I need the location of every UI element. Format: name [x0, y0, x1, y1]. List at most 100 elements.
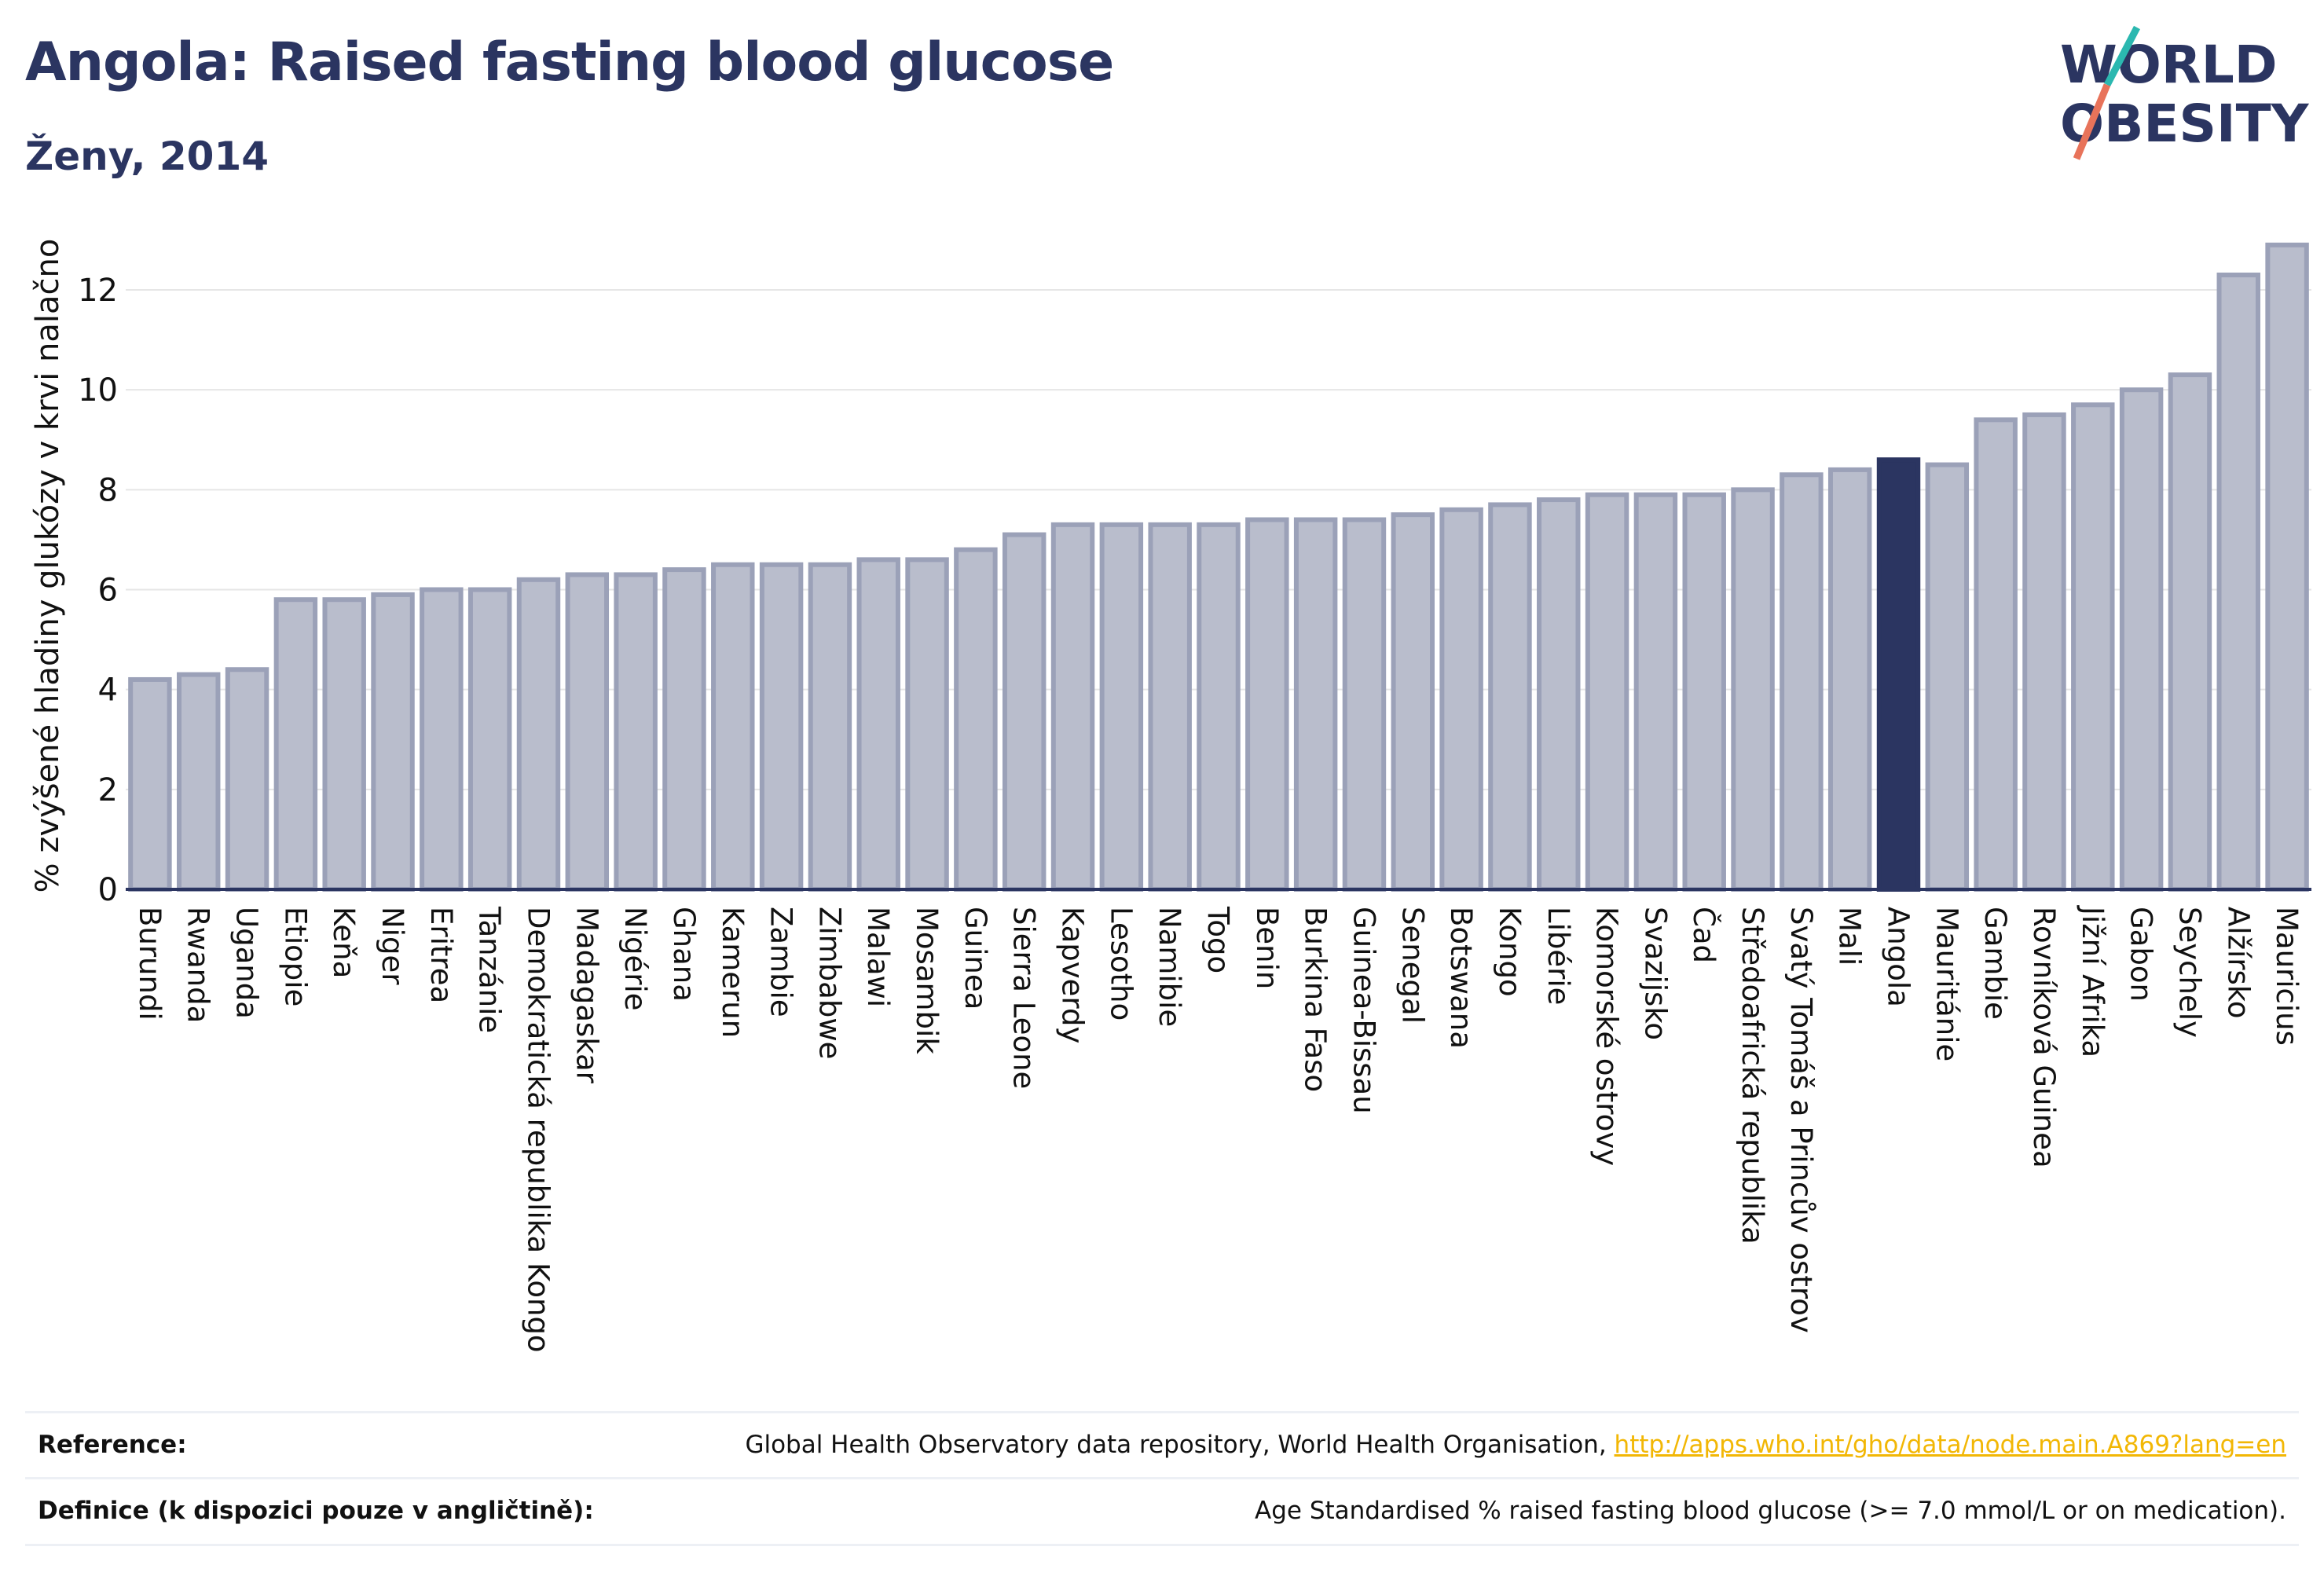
- bar[interactable]: [1585, 492, 1629, 892]
- x-tick-label: Senegal: [1395, 907, 1429, 1024]
- x-tick-label: Seychely: [2172, 907, 2206, 1038]
- bar[interactable]: [1391, 512, 1435, 892]
- bar[interactable]: [1439, 507, 1483, 892]
- bar[interactable]: [856, 557, 900, 892]
- x-tick-label: Tanzánie: [473, 906, 507, 1033]
- bar[interactable]: [1245, 517, 1289, 892]
- bar[interactable]: [322, 597, 366, 892]
- bar[interactable]: [1050, 522, 1095, 892]
- bar[interactable]: [225, 667, 269, 892]
- x-tick-label: Zimbabwe: [812, 907, 846, 1059]
- bar[interactable]: [1827, 467, 1872, 892]
- x-tick-label: Rovníková Guinea: [2027, 907, 2061, 1168]
- bar[interactable]: [1925, 462, 1970, 892]
- definition-label: Definice (k dispozici pouze v angličtině…: [38, 1497, 594, 1525]
- y-axis-title: % zvýšené hladiny glukózy v krvi nalačno: [30, 239, 66, 893]
- x-tick-label: Niger: [376, 907, 409, 985]
- y-tick-label: 10: [78, 372, 118, 409]
- bar[interactable]: [1682, 492, 1726, 892]
- bar[interactable]: [516, 577, 561, 892]
- bar[interactable]: [1099, 522, 1144, 892]
- x-tick-label: Komorské ostrovy: [1590, 907, 1624, 1166]
- bar[interactable]: [614, 572, 658, 892]
- bar[interactable]: [273, 597, 318, 892]
- x-tick-label: Libérie: [1541, 907, 1575, 1005]
- x-tick-label: Benin: [1250, 907, 1284, 989]
- x-tick-label: Rwanda: [181, 907, 215, 1023]
- y-tick-label: 2: [98, 772, 118, 808]
- bar[interactable]: [128, 676, 172, 892]
- x-tick-label: Guinea-Bissau: [1347, 907, 1380, 1114]
- reference-value: Global Health Observatory data repositor…: [745, 1431, 2286, 1459]
- x-tick-label: Středoafrická republika: [1736, 907, 1769, 1244]
- x-tick-label: Svatý Tomáš a Princův ostrov: [1784, 907, 1818, 1333]
- x-tick-label: Čad: [1687, 907, 1721, 963]
- x-tick-label: Keňa: [327, 907, 361, 978]
- bar[interactable]: [711, 562, 755, 892]
- bar[interactable]: [420, 587, 464, 892]
- bar[interactable]: [1293, 517, 1338, 892]
- logo-word-world: WORLD: [2060, 35, 2278, 95]
- definition-row: Definice (k dispozici pouze v angličtině…: [25, 1477, 2299, 1546]
- bar[interactable]: [2022, 412, 2066, 892]
- x-tick-label: Kapverdy: [1056, 907, 1090, 1043]
- bar[interactable]: [1731, 487, 1775, 892]
- x-tick-label: Alžírsko: [2221, 907, 2255, 1019]
- bar[interactable]: [2168, 372, 2212, 892]
- world-obesity-logo: WORLD OBESITY: [2060, 25, 2310, 160]
- reference-row: Reference: Global Health Observatory dat…: [25, 1411, 2299, 1478]
- bar[interactable]: [1537, 497, 1581, 892]
- y-tick-label: 0: [98, 872, 118, 908]
- bars: [128, 242, 2309, 892]
- x-tick-label: Burundi: [133, 907, 167, 1021]
- bar[interactable]: [905, 557, 949, 892]
- x-tick-label: Uganda: [230, 907, 264, 1019]
- bar[interactable]: [2119, 387, 2164, 892]
- bar[interactable]: [2265, 242, 2309, 892]
- x-tick-label: Namibie: [1153, 907, 1186, 1027]
- bar[interactable]: [1780, 472, 1824, 892]
- bar-highlight[interactable]: [1876, 457, 1921, 892]
- x-tick-label: Togo: [1201, 906, 1235, 973]
- definition-text: Age Standardised % raised fasting blood …: [1255, 1497, 2286, 1525]
- y-tick-label: 12: [78, 273, 118, 309]
- bar[interactable]: [662, 567, 706, 892]
- bar[interactable]: [1488, 502, 1532, 892]
- x-tick-label: Angola: [1882, 907, 1915, 1007]
- logo-slash-coral: [2073, 83, 2111, 160]
- bar[interactable]: [371, 592, 415, 892]
- bar[interactable]: [1148, 522, 1192, 892]
- bar[interactable]: [759, 562, 804, 892]
- bar[interactable]: [177, 672, 221, 892]
- page-subtitle: Ženy, 2014: [25, 134, 269, 179]
- bar[interactable]: [467, 587, 512, 892]
- x-tick-label: Kamerun: [716, 907, 750, 1038]
- x-tick-label: Botswana: [1444, 907, 1478, 1049]
- x-tick-label: Guinea: [959, 907, 992, 1010]
- x-tick-label: Kongo: [1493, 907, 1527, 997]
- x-tick-label: Burkina Faso: [1299, 907, 1332, 1092]
- bar[interactable]: [1002, 532, 1047, 892]
- bar[interactable]: [808, 562, 852, 892]
- x-tick-label: Madagaskar: [570, 907, 603, 1084]
- bar[interactable]: [1342, 517, 1387, 892]
- bar[interactable]: [1197, 522, 1241, 892]
- bar[interactable]: [2071, 402, 2115, 892]
- page-title: Angola: Raised fasting blood glucose: [25, 31, 1114, 93]
- bar[interactable]: [2216, 272, 2260, 892]
- bar[interactable]: [565, 572, 610, 892]
- axes: 0 2 4 6 8 10 12 Burundi Rwanda Uganda Etiopie Keňa N…: [78, 273, 2311, 1353]
- bar[interactable]: [954, 547, 998, 892]
- x-tick-label: Lesotho: [1104, 907, 1138, 1021]
- reference-link[interactable]: http://apps.who.int/gho/data/node.main.A…: [1614, 1431, 2286, 1459]
- x-tick-label: Demokratická republika Kongo: [521, 907, 555, 1353]
- bar[interactable]: [1633, 492, 1678, 892]
- bar-chart: 0 2 4 6 8 10 12 Burundi Rwanda Uganda Etiopie Keňa N…: [30, 239, 2311, 1353]
- x-tick-label: Sierra Leone: [1007, 907, 1041, 1089]
- x-tick-label: Ghana: [667, 907, 701, 1002]
- x-tick-label: Nigérie: [618, 907, 652, 1010]
- x-tick-label: Zambie: [764, 907, 798, 1017]
- x-tick-label: Eritrea: [424, 907, 458, 1003]
- y-tick-label: 6: [98, 573, 118, 609]
- bar[interactable]: [1974, 417, 2018, 892]
